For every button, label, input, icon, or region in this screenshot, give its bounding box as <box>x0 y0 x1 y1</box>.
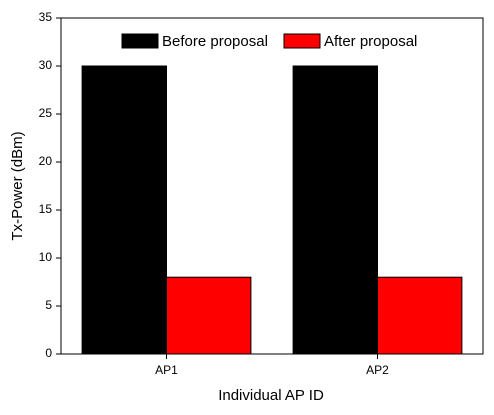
y-tick-label: 5 <box>45 298 52 312</box>
legend-swatch <box>121 33 159 49</box>
y-tick-label: 30 <box>39 58 53 72</box>
legend-swatch <box>283 33 321 49</box>
bar <box>377 276 463 355</box>
bar <box>166 276 252 355</box>
y-tick-label: 15 <box>39 202 53 216</box>
y-tick-label: 20 <box>39 154 53 168</box>
y-axis-title: Tx-Power (dBm) <box>9 131 26 240</box>
x-tick-label: AP2 <box>366 363 389 377</box>
y-tick-label: 25 <box>39 106 53 120</box>
plot-frame <box>60 17 484 355</box>
y-tick-label: 0 <box>45 346 52 360</box>
x-tick-label: AP1 <box>155 363 178 377</box>
x-axis-title: Individual AP ID <box>218 387 324 404</box>
y-tick-label: 35 <box>39 10 53 24</box>
bar <box>292 65 379 355</box>
legend-label: Before proposal <box>162 33 268 50</box>
bar <box>81 65 167 355</box>
legend-label: After proposal <box>324 33 417 50</box>
y-tick-label: 10 <box>39 250 53 264</box>
